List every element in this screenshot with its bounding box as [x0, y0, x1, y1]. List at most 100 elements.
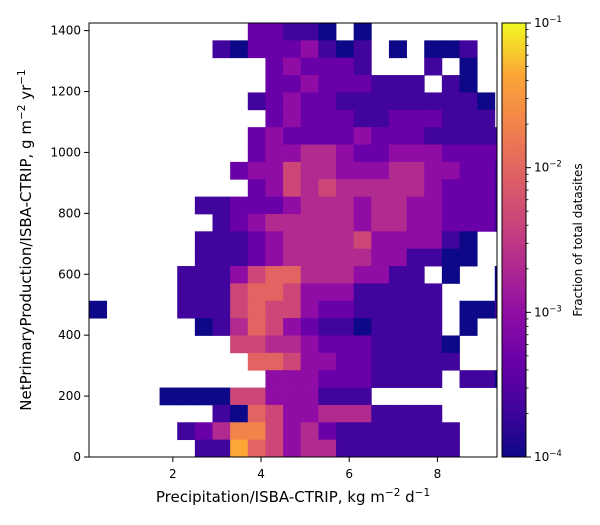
y-axis-ticks: 0 200 400 600 800 1000 1200 1400 [50, 24, 89, 464]
heatmap-cell [230, 404, 249, 423]
heatmap-cell [371, 370, 390, 388]
heatmap-cell [494, 127, 498, 145]
heatmap-cell [212, 248, 231, 267]
heatmap-cell [353, 248, 372, 267]
heatmap-cell [265, 144, 284, 163]
heatmap-cell [477, 161, 496, 180]
heatmap-cell [406, 248, 425, 267]
heatmap-cell [459, 161, 478, 180]
heatmap-cell [265, 196, 284, 215]
heatmap-cell [388, 161, 407, 180]
heatmap-cell [477, 144, 496, 163]
heatmap-cell [300, 387, 319, 406]
heatmap-cell [336, 231, 355, 250]
heatmap-cell [353, 266, 372, 284]
heatmap-cell [353, 352, 372, 371]
heatmap-cell [247, 318, 266, 336]
heatmap-cell [459, 231, 478, 250]
heatmap-cell [388, 109, 407, 128]
heatmap-cell [388, 127, 407, 145]
heatmap-cell [247, 248, 266, 267]
heatmap-cell [300, 283, 319, 302]
heatmap-cell [318, 387, 337, 406]
heatmap-cell [265, 335, 284, 354]
x-tick-label: 8 [434, 467, 442, 481]
heatmap-cell [353, 300, 372, 319]
heatmap-cell [371, 213, 390, 232]
heatmap-cell [424, 422, 443, 441]
heatmap-cell [336, 179, 355, 197]
heatmap-cell [371, 283, 390, 302]
heatmap-cell [247, 179, 266, 197]
heatmap-cell [371, 92, 390, 111]
heatmap-cell [441, 161, 460, 180]
heatmap-cell [388, 266, 407, 284]
y-tick-label: 200 [58, 389, 81, 403]
heatmap-cell [424, 179, 443, 197]
heatmap-cell [230, 318, 249, 336]
heatmap-cell [424, 335, 443, 354]
heatmap-cell [477, 109, 496, 128]
heatmap-cell [265, 23, 284, 41]
heatmap-cell [459, 196, 478, 215]
heatmap-cell [283, 439, 302, 458]
heatmap-cell [388, 283, 407, 302]
heatmap-cell [459, 75, 478, 93]
heatmap-cell [212, 300, 231, 319]
heatmap-cell [318, 40, 337, 59]
heatmap-cell [318, 127, 337, 145]
colorbar-ticks: 10−4 10−3 10−2 10−1 [526, 15, 562, 464]
heatmap-cell [247, 439, 266, 458]
heatmap-cell [265, 127, 284, 145]
heatmap-cell [318, 109, 337, 128]
heatmap-cell [441, 248, 460, 267]
heatmap-cell [212, 318, 231, 336]
heatmap-cell [300, 57, 319, 76]
heatmap-cell [353, 387, 372, 406]
heatmap-cell [336, 404, 355, 423]
heatmap-cell [283, 109, 302, 128]
heatmap-cell [318, 422, 337, 441]
heatmap-cell [318, 248, 337, 267]
heatmap-cell [300, 92, 319, 111]
heatmap-cell [406, 352, 425, 371]
colorbar-tick-label: 10−1 [534, 15, 562, 30]
heatmap-cell [459, 248, 478, 267]
heatmap-cell [318, 300, 337, 319]
heatmap-cell [406, 127, 425, 145]
heatmap-cell [371, 179, 390, 197]
heatmap-cell [371, 231, 390, 250]
heatmap-cell [388, 213, 407, 232]
x-tick-label: 6 [345, 467, 353, 481]
heatmap-cell [353, 318, 372, 336]
heatmap-cell [494, 283, 498, 302]
y-tick-label: 1200 [50, 85, 81, 99]
heatmap-cell [388, 40, 407, 59]
heatmap-cell [424, 370, 443, 388]
heatmap-cell [212, 231, 231, 250]
heatmap-cell [336, 196, 355, 215]
heatmap-cell [494, 300, 498, 319]
heatmap-cell [406, 300, 425, 319]
y-axis-label-main: NetPrimaryProduction/ISBA-CTRIP, g m [17, 120, 35, 411]
heatmap-cell [265, 109, 284, 128]
heatmap-cell [265, 179, 284, 197]
heatmap-cell [265, 161, 284, 180]
heatmap-cell [371, 196, 390, 215]
heatmap-cell [459, 57, 478, 76]
y-tick-label: 600 [58, 267, 81, 281]
heatmap-cell [353, 179, 372, 197]
heatmap-cell [494, 370, 498, 388]
heatmap-cell [459, 318, 478, 336]
heatmap-cell [441, 196, 460, 215]
heatmap-cell [388, 300, 407, 319]
heatmap-cell [494, 161, 498, 180]
heatmap-cell [336, 318, 355, 336]
heatmap-cell [424, 57, 443, 76]
heatmap-cell [177, 283, 196, 302]
heatmap-cell [406, 335, 425, 354]
y-tick-label: 400 [58, 328, 81, 342]
heatmap-cell [318, 179, 337, 197]
heatmap-cell [283, 387, 302, 406]
heatmap-cell [388, 318, 407, 336]
